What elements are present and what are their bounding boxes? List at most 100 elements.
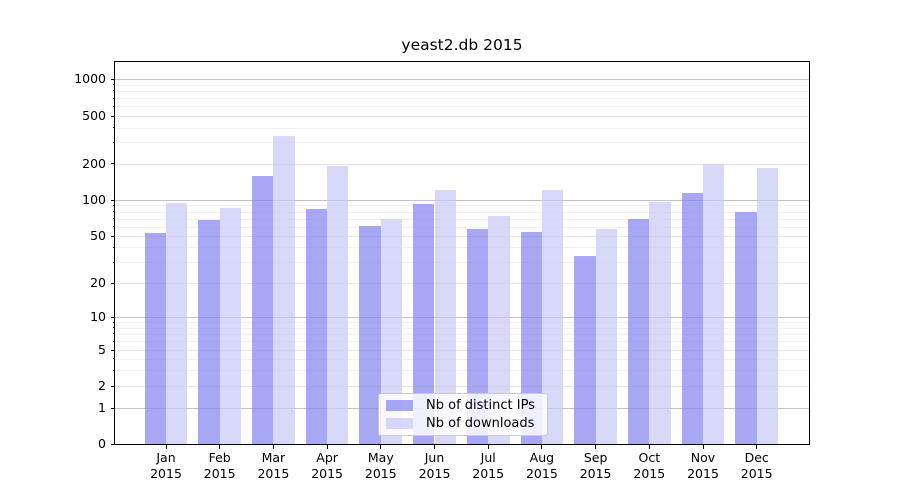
y-axis-minortick-2 [112, 385, 115, 387]
x-axis-tick-nov [702, 444, 704, 449]
y-axis-minortick-80 [112, 211, 115, 213]
bar-downloads-sep [595, 229, 617, 444]
x-axis-label-aug: Aug 2015 [525, 450, 558, 481]
x-axis-tick-jun [434, 444, 435, 449]
x-axis-label-jul: Jul 2015 [472, 450, 505, 481]
bar-downloads-jul [488, 216, 510, 444]
gridline-y-9 [115, 322, 809, 324]
y-axis-label-1000: 1000 [74, 71, 106, 86]
bar-downloads-feb [219, 207, 242, 444]
bar-distinct-ips-jun [413, 204, 435, 444]
legend: Nb of distinct IPs Nb of downloads [378, 393, 548, 436]
x-axis-tick-jan [165, 444, 167, 449]
y-axis-label-200: 200 [82, 155, 106, 171]
gridline-y-80 [115, 211, 809, 213]
x-axis-tick-aug [541, 444, 543, 449]
gridline-y-300 [115, 142, 809, 144]
x-axis-label-oct: Oct 2015 [633, 450, 666, 481]
legend-label-downloads: Nb of downloads [426, 416, 535, 431]
y-axis-minortick-200 [112, 163, 115, 164]
y-axis-minortick-20 [112, 282, 115, 284]
y-axis-minortick-30 [112, 261, 115, 263]
bar-downloads-may [380, 219, 403, 444]
x-axis-tick-may [380, 444, 382, 449]
y-axis-tick-1 [111, 407, 115, 409]
bar-distinct-ips-feb [198, 220, 220, 444]
bar-downloads-jun [434, 189, 456, 444]
x-axis-tick-mar [272, 444, 274, 449]
y-axis-minortick-60 [112, 226, 115, 228]
bar-downloads-jan [166, 202, 188, 444]
y-axis-minortick-300 [112, 141, 115, 143]
y-axis-tick-10 [111, 316, 115, 318]
y-axis-minortick-900 [112, 84, 115, 86]
gridline-y-800 [115, 90, 809, 92]
bar-distinct-ips-jul [466, 229, 489, 444]
bar-distinct-ips-nov [681, 192, 703, 444]
gridline-y-30 [115, 262, 809, 264]
y-axis-minortick-4 [112, 358, 115, 360]
gridline-y-7 [115, 333, 809, 335]
y-axis-tick-0 [111, 443, 115, 445]
bar-distinct-ips-jan [144, 232, 166, 444]
gridline-y-700 [115, 98, 809, 100]
x-axis-label-nov: Nov 2015 [687, 450, 719, 481]
bar-downloads-mar [273, 135, 295, 444]
bar-downloads-nov [703, 163, 725, 444]
y-axis-minortick-6 [112, 340, 115, 342]
legend-label-distinct-ips: Nb of distinct IPs [426, 398, 535, 413]
legend-swatch-distinct-ips [386, 400, 413, 411]
gridline-y-40 [115, 247, 809, 249]
gridline-y-500 [115, 116, 809, 117]
y-axis-minortick-40 [112, 246, 115, 248]
x-axis-label-mar: Mar 2015 [257, 450, 290, 481]
y-axis-label-1: 1 [98, 400, 106, 415]
bar-distinct-ips-dec [735, 211, 757, 444]
gridline-y-4 [115, 358, 809, 360]
gridline-y-60 [115, 226, 809, 228]
gridline-y-400 [115, 127, 809, 129]
x-axis-label-may: May 2015 [364, 450, 397, 481]
bar-downloads-oct [649, 202, 671, 444]
legend-entry-downloads: Nb of downloads [379, 416, 547, 431]
x-axis-tick-apr [326, 444, 328, 449]
y-axis-label-5: 5 [98, 342, 106, 357]
gridline-y-3 [115, 370, 809, 372]
y-axis-minortick-90 [112, 204, 115, 206]
y-axis-minortick-8 [112, 327, 115, 329]
bar-distinct-ips-may [359, 225, 381, 444]
y-axis-label-50: 50 [90, 228, 106, 243]
y-axis-label-10: 10 [90, 309, 106, 324]
gridline-y-70 [115, 218, 809, 220]
y-axis-label-500: 500 [82, 108, 106, 123]
x-axis-tick-jul [487, 444, 489, 449]
y-axis-minortick-5 [112, 349, 115, 351]
gridline-y-100 [115, 200, 809, 201]
x-axis-label-jan: Jan 2015 [150, 450, 182, 481]
y-axis-label-0: 0 [98, 436, 106, 451]
x-axis-tick-dec [756, 444, 758, 449]
y-axis-minortick-800 [112, 90, 115, 92]
y-axis-tick-100 [111, 199, 115, 201]
legend-entry-distinct-ips: Nb of distinct IPs [379, 398, 547, 413]
x-axis-label-jun: Jun 2015 [418, 450, 451, 481]
x-axis-label-feb: Feb 2015 [203, 450, 236, 481]
y-axis-minortick-9 [112, 321, 115, 323]
gridline-y-1000 [115, 79, 809, 80]
y-axis-minortick-700 [112, 97, 115, 99]
gridline-y-200 [115, 163, 809, 165]
gridline-y-10 [115, 317, 809, 318]
bar-downloads-aug [541, 189, 564, 444]
gridline-y-20 [115, 283, 809, 284]
x-axis-label-dec: Dec 2015 [740, 450, 773, 481]
y-axis-minortick-500 [112, 115, 115, 117]
bar-distinct-ips-mar [252, 175, 274, 444]
y-axis-label-20: 20 [90, 275, 106, 290]
gridline-y-2 [115, 386, 809, 387]
y-axis-minortick-3 [112, 369, 115, 371]
x-axis-tick-oct [648, 444, 650, 449]
gridline-y-8 [115, 327, 809, 329]
x-axis-label-apr: Apr 2015 [311, 450, 343, 481]
gridline-y-6 [115, 341, 809, 343]
